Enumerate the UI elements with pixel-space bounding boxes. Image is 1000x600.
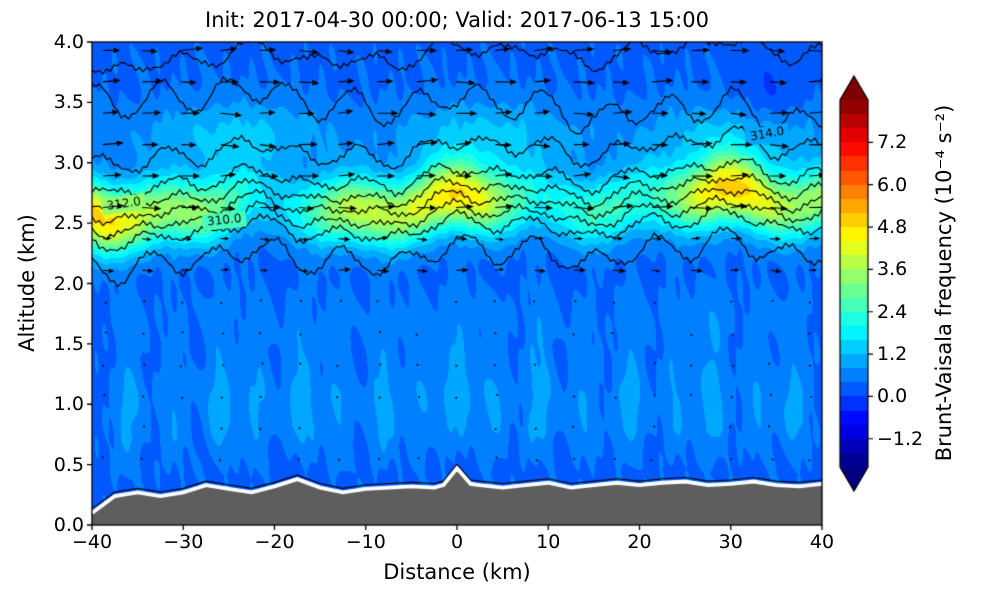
- colorbar-tick-label: 6.0: [877, 173, 908, 196]
- y-tick-label: 3.0: [53, 151, 84, 174]
- colorbar-label: Brunt-Vaisala frequency (10⁻⁴ s⁻²): [932, 104, 956, 462]
- x-tick-label: 10: [536, 531, 561, 553]
- colorbar-tick-label: 3.6: [877, 258, 908, 281]
- x-tick-label: 40: [809, 531, 835, 553]
- colorbar-tick-label: 1.2: [877, 343, 908, 366]
- plot-title: Init: 2017-04-30 00:00; Valid: 2017-06-1…: [205, 8, 709, 32]
- x-axis-label: Distance (km): [383, 560, 531, 584]
- x-tick-label: −10: [345, 531, 386, 553]
- y-tick-label: 3.5: [53, 91, 84, 114]
- y-tick-label: 2.5: [53, 212, 84, 235]
- y-tick-label: 1.5: [53, 332, 84, 355]
- y-tick-label: 2.0: [53, 272, 84, 295]
- y-tick-label: 1.0: [53, 393, 84, 416]
- colorbar-tick-label: −1.2: [877, 427, 924, 450]
- y-tick-label: 0.5: [53, 453, 84, 476]
- y-tick-label: 0.0: [53, 514, 84, 536]
- x-tick-label: −20: [254, 531, 295, 553]
- x-tick-label: 20: [627, 531, 652, 553]
- colorbar-tick-label: 4.8: [877, 216, 908, 239]
- x-tick-label: 30: [718, 531, 743, 553]
- x-tick-label: 0: [450, 531, 464, 553]
- x-tick-label: −40: [71, 531, 113, 553]
- y-tick-label: 4.0: [53, 31, 84, 53]
- x-tick-label: −30: [163, 531, 204, 553]
- colorbar-tick-label: 7.2: [877, 131, 908, 154]
- colorbar-tick-label: 0.0: [877, 385, 908, 408]
- colorbar-tick-label: 2.4: [877, 300, 908, 323]
